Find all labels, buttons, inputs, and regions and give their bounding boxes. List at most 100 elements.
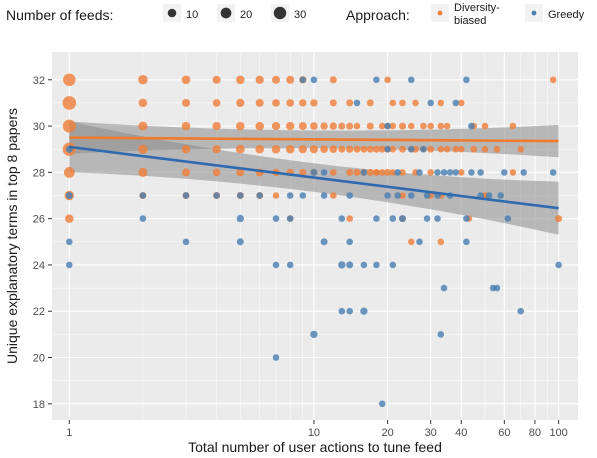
point-greedy	[446, 169, 454, 176]
legend-color-label-line: Diversity-	[454, 2, 500, 14]
point-greedy	[416, 238, 423, 246]
point-diversity	[63, 167, 75, 178]
point-greedy	[434, 169, 441, 176]
point-greedy	[320, 192, 328, 199]
point-diversity	[286, 121, 295, 131]
point-diversity	[366, 168, 374, 176]
point-diversity	[443, 122, 451, 130]
point-diversity	[272, 75, 280, 84]
point-diversity	[236, 121, 245, 131]
point-diversity	[338, 122, 346, 130]
point-diversity	[366, 99, 374, 107]
point-greedy	[236, 238, 244, 246]
point-diversity	[549, 76, 557, 84]
point-greedy	[338, 215, 346, 222]
legend-size-swatch	[167, 8, 177, 18]
point-greedy	[256, 192, 263, 199]
point-diversity	[212, 121, 221, 131]
point-diversity	[182, 98, 190, 107]
trend-lines	[69, 136, 559, 210]
point-diversity	[481, 145, 489, 153]
point-diversity	[310, 122, 318, 130]
point-greedy	[310, 330, 318, 339]
point-diversity	[399, 122, 406, 130]
point-diversity	[212, 145, 221, 154]
point-diversity	[320, 145, 328, 154]
point-greedy	[299, 76, 307, 84]
point-greedy	[485, 192, 493, 199]
point-greedy	[416, 169, 423, 176]
point-greedy	[353, 99, 361, 107]
point-greedy	[360, 307, 368, 315]
point-greedy	[373, 261, 380, 269]
point-diversity	[346, 99, 354, 107]
point-greedy	[384, 192, 391, 199]
y-tick-label: 32	[33, 75, 45, 87]
point-greedy	[452, 99, 460, 107]
legend-size-label: 30	[294, 9, 306, 21]
plot-panel	[52, 52, 578, 420]
point-diversity	[298, 122, 307, 131]
point-diversity	[378, 145, 386, 153]
point-diversity	[255, 121, 264, 131]
point-diversity	[182, 168, 190, 177]
point-diversity	[65, 214, 74, 223]
point-greedy	[286, 261, 294, 269]
point-diversity	[286, 75, 295, 84]
y-tick-label: 22	[33, 306, 45, 318]
point-diversity	[437, 145, 445, 153]
legend-color-title: Approach:	[346, 7, 410, 23]
point-greedy	[452, 169, 460, 176]
legend-color-swatch-diversity	[437, 10, 443, 16]
point-diversity	[212, 75, 221, 84]
point-diversity	[299, 168, 307, 176]
x-axis-ticks: 1 10 20 30 40 60 80 100	[66, 420, 568, 439]
point-diversity	[62, 119, 76, 133]
point-diversity	[235, 144, 245, 154]
point-greedy	[236, 214, 244, 223]
point-greedy	[346, 261, 354, 269]
point-diversity	[255, 98, 264, 107]
point-greedy	[272, 261, 280, 269]
x-tick-label: 20	[381, 427, 393, 439]
point-greedy	[320, 238, 328, 246]
point-greedy	[65, 192, 73, 199]
point-greedy	[360, 261, 368, 269]
point-diversity	[427, 169, 434, 176]
point-greedy	[338, 261, 346, 269]
x-tick-label: 100	[549, 427, 567, 439]
point-diversity	[236, 168, 245, 177]
y-axis-ticks: 18 20 22 24 26 28 30 32	[33, 75, 52, 411]
x-tick-label: 40	[455, 427, 467, 439]
point-diversity	[360, 145, 368, 153]
point-diversity	[271, 144, 281, 154]
point-diversity	[309, 145, 319, 154]
y-tick-label: 30	[33, 121, 45, 133]
point-diversity	[408, 238, 415, 246]
y-tick-label: 24	[33, 260, 45, 272]
point-diversity	[346, 215, 353, 222]
point-diversity	[378, 122, 386, 130]
point-greedy	[394, 169, 401, 176]
point-diversity	[517, 145, 524, 153]
point-diversity	[236, 98, 245, 108]
point-greedy	[373, 76, 380, 84]
point-greedy	[299, 192, 307, 199]
point-diversity	[443, 145, 451, 153]
point-diversity	[458, 145, 465, 153]
point-diversity	[408, 122, 415, 130]
point-diversity	[272, 192, 280, 199]
point-greedy	[497, 192, 504, 199]
legend-size-label: 20	[240, 9, 252, 21]
x-tick-label: 10	[308, 427, 320, 439]
point-diversity	[555, 215, 563, 223]
point-diversity	[389, 145, 397, 153]
point-diversity	[437, 99, 445, 107]
point-greedy	[373, 215, 380, 222]
point-diversity	[320, 122, 328, 130]
point-diversity	[285, 144, 295, 154]
point-diversity	[427, 145, 435, 153]
legend-size-title: Number of feeds:	[6, 7, 113, 23]
point-greedy	[468, 122, 475, 130]
point-greedy	[408, 192, 415, 199]
